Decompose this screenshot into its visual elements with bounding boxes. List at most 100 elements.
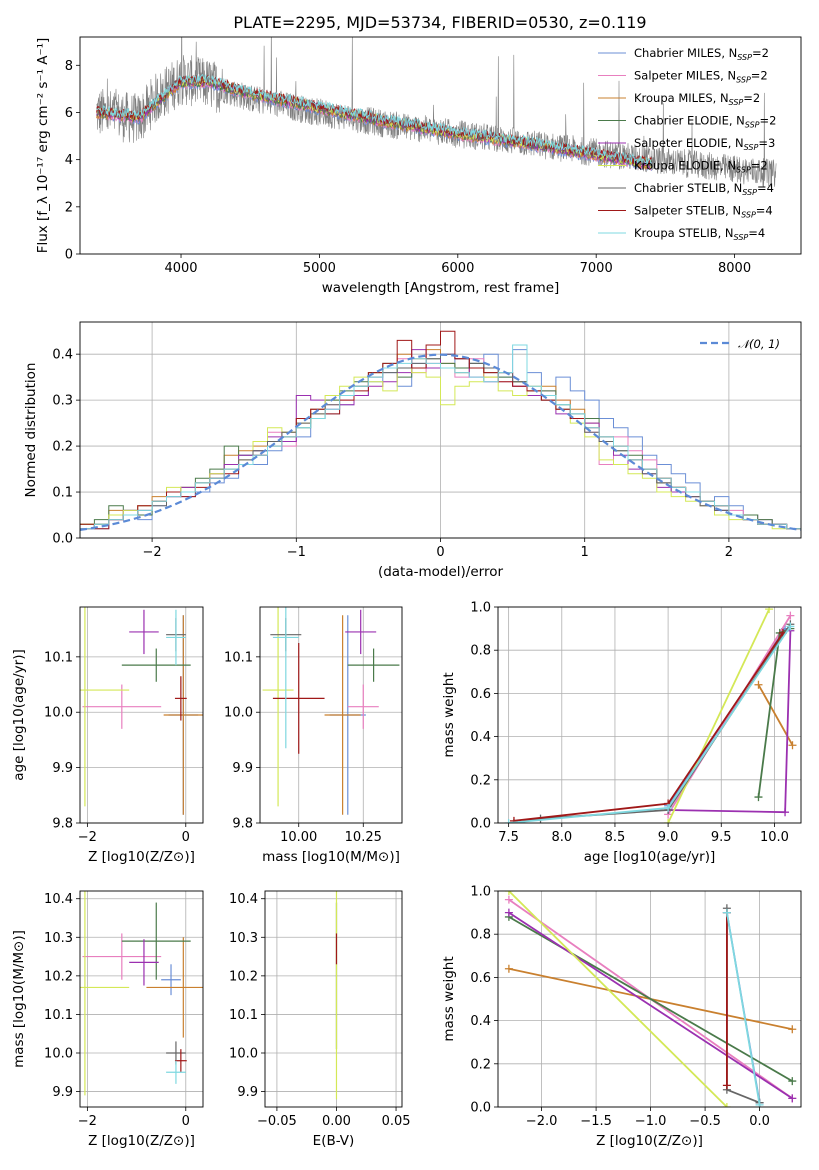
weight_vs_age-point-marker — [781, 808, 790, 817]
weight_vs_age-point-marker — [504, 819, 513, 823]
mass_vs_Z-frame — [79, 890, 204, 1108]
weight_vs_age-series-line — [667, 608, 770, 823]
weight_vs_Z-ticklabel-y: 0.2 — [470, 1057, 491, 1072]
age_vs_Z-ticklabel-y: 9.8 — [52, 817, 73, 832]
legend-nssp: =2 — [760, 114, 777, 128]
legend-sub: SSP — [734, 233, 749, 242]
legend-nssp: =2 — [743, 91, 760, 105]
residuals-ticklabel-x: 1 — [581, 545, 589, 560]
age_vs_mass-ticklabel-y: 10.1 — [224, 650, 253, 665]
plots-layer: 4000 5000 6000 7000 8000 0 2 4 6 8 wavelength [Ang… — [11, 36, 802, 1149]
weight_vs_age-xlabel: age [log10(age/yr)] — [584, 849, 716, 865]
weight_vs_Z-point-marker — [504, 908, 513, 917]
mass_vs_ebv-ticklabel-y: 10.3 — [229, 931, 258, 946]
weight_vs_age-ticklabel-x: 8.5 — [605, 830, 626, 845]
spectrum-legend-label: Chabrier MILES, NSSP=2 — [634, 46, 769, 62]
weight_vs_Z-ticklabel-y: 0.0 — [470, 1101, 491, 1116]
weight_vs_Z-ticklabel-x: 0.0 — [749, 1114, 770, 1129]
legend-sub: SSP — [742, 188, 757, 197]
weight_vs_Z-frame — [497, 890, 802, 1108]
weight_vs_Z-point-marker — [722, 1103, 731, 1107]
age_vs_Z-ticklabel-x: −2 — [78, 830, 97, 845]
weight_vs_age-ticklabel-y: 0.2 — [470, 773, 491, 788]
weight_vs_Z-point-marker — [788, 1077, 797, 1086]
weight_vs_age-ticklabel-x: 9.0 — [658, 830, 679, 845]
weight_vs_age-ticklabel-x: 9.5 — [711, 830, 732, 845]
spectrum-ylabel: Flux [f_λ 10⁻¹⁷ erg cm⁻² s⁻¹ A⁻¹] — [35, 38, 51, 254]
weight_vs_age-point-marker — [664, 819, 673, 823]
spectrum-ticklabel-x: 8000 — [718, 261, 751, 276]
weight_vs_age-frame — [497, 606, 802, 824]
spectrum-axes: 4000 5000 6000 7000 8000 0 2 4 6 8 wavelength [Ang… — [35, 38, 751, 296]
spectrum-legend-label: Kroupa STELIB, NSSP=4 — [634, 226, 765, 242]
residuals-ticklabel-x: −2 — [143, 545, 162, 560]
legend-sub: SSP — [744, 143, 759, 152]
legend-name: Salpeter ELODIE, N — [634, 136, 744, 150]
residuals-step-line — [80, 344, 801, 538]
weight_vs_age-ticklabel-x: 8.0 — [551, 830, 572, 845]
legend-nssp: =2 — [752, 46, 769, 60]
legend-name: Salpeter MILES, N — [634, 69, 736, 83]
spectrum-frame — [79, 36, 802, 255]
legend-nssp: =4 — [748, 226, 765, 240]
weight_vs_Z-ticklabel-x: −1.0 — [635, 1114, 667, 1129]
mass_vs_Z-ticklabel-y: 10.1 — [44, 1008, 73, 1023]
legend-sub: SSP — [737, 53, 752, 62]
residuals-ticklabel-x: 2 — [725, 545, 733, 560]
age_vs_Z-xlabel: Z [log10(Z/Z⊙)] — [88, 849, 195, 865]
residuals-xlabel: (data-model)/error — [378, 564, 504, 580]
mass_vs_ebv-frame — [264, 890, 403, 1108]
weight_vs_age-ylabel: mass weight — [441, 672, 457, 757]
mass_vs_Z-ticklabel-x: 0 — [182, 1114, 190, 1129]
age_vs_mass-ticklabel-x: 10.25 — [345, 830, 382, 845]
weight_vs_Z-series-line — [726, 912, 761, 1105]
residuals-legend-label: 𝒩(0, 1) — [738, 337, 780, 351]
mass_vs_ebv-ticklabel-x: −0.05 — [257, 1114, 297, 1129]
mass_vs_Z-ticklabel-y: 10.3 — [44, 931, 73, 946]
mass_vs_ebv-ticklabel-y: 10.4 — [229, 892, 258, 907]
age_vs_Z-axes: −2 0 9.8 9.9 10.0 10.1 Z [log10(Z/Z⊙)] age [log… — [11, 607, 203, 865]
spectrum-ticklabel-x: 4000 — [164, 261, 197, 276]
weight_vs_age-axes: 7.5 8.0 8.5 9.0 9.5 10.0 0.0 0.2 0.4 0.6 0.8 1.0 age… — [441, 601, 801, 865]
weight_vs_Z-point-marker — [504, 891, 513, 895]
age_vs_mass-ticklabel-y: 10.0 — [224, 706, 253, 721]
spectrum-legend-label: Kroupa MILES, NSSP=2 — [634, 91, 760, 107]
weight_vs_Z-ticklabel-y: 1.0 — [470, 885, 491, 900]
spectrum-lines — [96, 37, 777, 188]
mass_vs_ebv-ticklabel-y: 10.0 — [229, 1047, 258, 1062]
age_vs_Z-ticklabel-y: 10.1 — [44, 650, 73, 665]
age_vs_Z-frame — [79, 606, 204, 824]
spectrum-legend-label: Salpeter STELIB, NSSP=4 — [634, 204, 773, 220]
weight_vs_Z-ticklabel-x: −1.5 — [580, 1114, 612, 1129]
legend-name: Kroupa MILES, N — [634, 91, 729, 105]
spectrum-ticklabel-y: 8 — [65, 59, 73, 74]
mass_vs_Z-ticklabel-y: 9.9 — [52, 1085, 73, 1100]
weight_vs_age-ticklabel-y: 1.0 — [470, 601, 491, 616]
age_vs_mass-xlabel: mass [log10(M/M⊙)] — [262, 849, 400, 865]
weight_vs_Z-ticklabel-x: −2.0 — [526, 1114, 558, 1129]
legend-sub: SSP — [741, 211, 756, 220]
weight_vs_age-ticklabel-y: 0.0 — [470, 817, 491, 832]
weight_vs_Z-ticklabel-y: 0.6 — [470, 971, 491, 986]
weight_vs_Z-point-marker — [722, 908, 731, 917]
age_vs_Z-points — [80, 607, 203, 815]
mass_vs_ebv-ticklabel-y: 10.1 — [229, 1008, 258, 1023]
weight_vs_age-point-marker — [788, 741, 797, 750]
legend-sub: SSP — [736, 76, 751, 85]
legend-name: Chabrier MILES, N — [634, 46, 737, 60]
weight_vs_age-ticklabel-x: 10.0 — [760, 830, 789, 845]
legend-name: Chabrier ELODIE, N — [634, 114, 745, 128]
weight_vs_Z-lines — [504, 891, 797, 1107]
weight_vs_Z-ticklabel-x: −0.5 — [689, 1114, 721, 1129]
legend-nssp: =4 — [756, 204, 773, 218]
weight_vs_Z-point-marker — [788, 1025, 797, 1034]
legend-sub: SSP — [745, 121, 760, 130]
mass_vs_Z-points — [80, 891, 203, 1096]
mass_vs_ebv-ticklabel-y: 9.9 — [237, 1085, 258, 1100]
weight_vs_Z-ticklabel-y: 0.8 — [470, 928, 491, 943]
spectrum-ticklabel-y: 4 — [65, 153, 73, 168]
legend-sub: SSP — [736, 166, 751, 175]
weight_vs_age-point-marker — [509, 816, 518, 823]
